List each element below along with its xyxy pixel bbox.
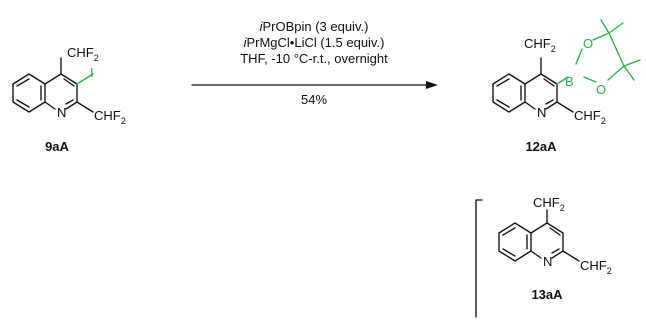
difluoromethyl-right-label: CHF2 (94, 108, 126, 126)
oxygen-lower-label: O (596, 82, 606, 97)
difluoromethyl-top-label: CHF2 (67, 45, 99, 63)
product-structure: B O O N CHF2 CHF2 (492, 19, 641, 126)
pinacol-boronate (556, 19, 641, 85)
reaction-conditions: iPrOBpin (3 equiv.) iPrMgCl•LiCl (1.5 eq… (191, 19, 438, 107)
reagent-line-3: THF, -10 °C-r.t., overnight (240, 51, 388, 66)
product-id: 12aA (525, 139, 557, 154)
pyridine-ring (530, 209, 580, 262)
pyridine-ring (44, 57, 94, 113)
difluoromethyl-right-label: CHF2 (574, 108, 606, 126)
difluoromethyl-right-label: CHF2 (580, 258, 612, 276)
reaction-arrow-head (426, 81, 438, 89)
benzo-ring (12, 73, 46, 113)
benzo-ring (498, 222, 532, 262)
starting-material-structure: N CHF2 CHF2 I (12, 45, 126, 126)
byproduct-structure: N CHF2 CHF2 (498, 195, 612, 276)
difluoromethyl-top-label: CHF2 (524, 36, 556, 54)
yield-label: 54% (301, 92, 327, 107)
reagent-line-1: iPrOBpin (3 equiv.) (260, 19, 369, 34)
pyridine-ring (524, 57, 574, 113)
benzo-ring (492, 73, 526, 113)
oxygen-upper-label: O (583, 36, 593, 51)
byproduct-bracket (475, 199, 483, 318)
difluoromethyl-top-label: CHF2 (533, 195, 565, 213)
iodo-label: I (90, 65, 94, 80)
starting-material-id: 9aA (45, 139, 69, 154)
boron-label: B (565, 74, 574, 89)
ring-nitrogen-label: N (537, 105, 546, 120)
reagent-line-2: iPrMgCl•LiCl (1.5 equiv.) (244, 35, 385, 50)
ring-nitrogen-label: N (57, 105, 66, 120)
ring-nitrogen-label: N (543, 254, 552, 269)
byproduct-id: 13aA (531, 287, 563, 302)
